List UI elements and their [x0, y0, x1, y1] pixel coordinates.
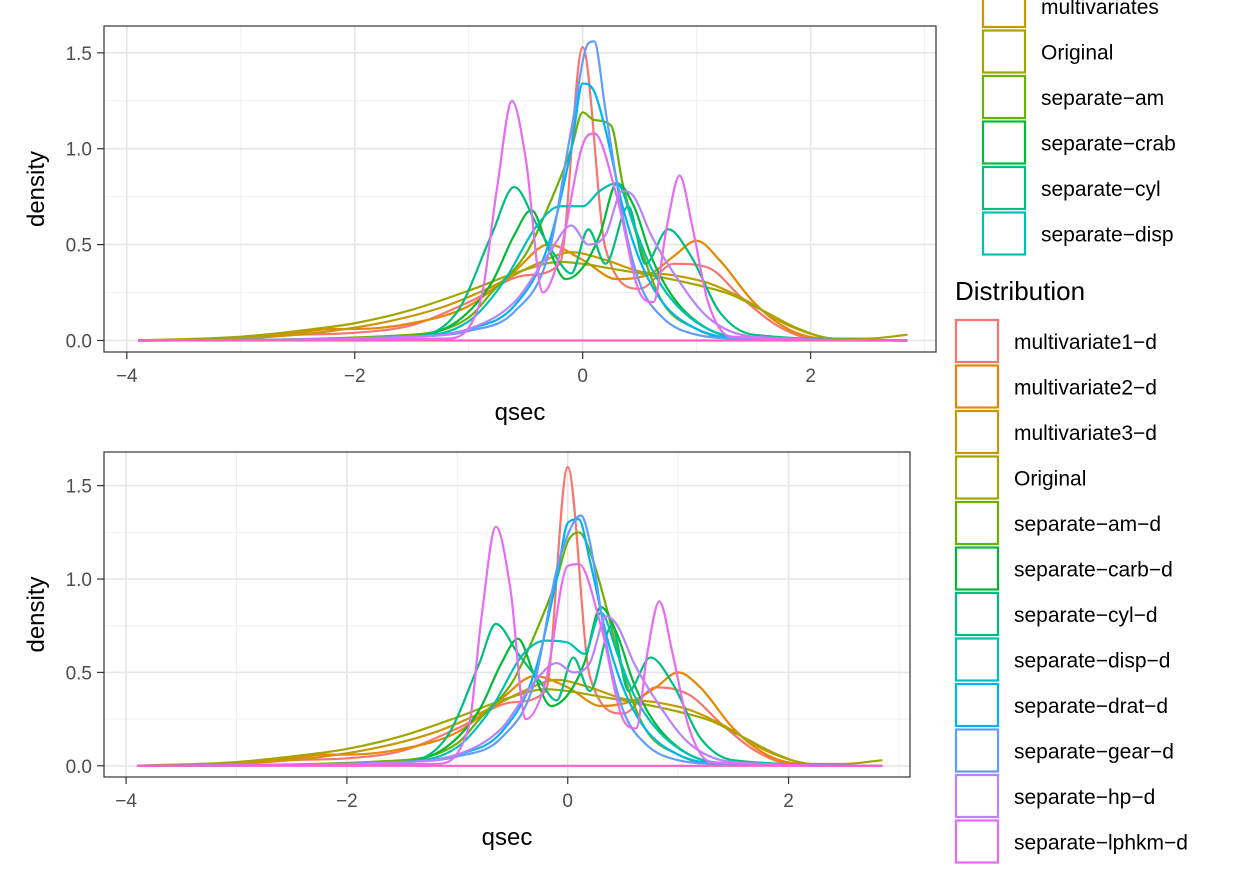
top-legend: multivariates Original separate−am separate… [981, 0, 1176, 256]
density-line-separate-lphkm [138, 99, 908, 342]
legend-label: multivariate2−d [1014, 377, 1157, 400]
legend-key [954, 728, 1000, 773]
density-line-separate−hp−d [137, 615, 883, 767]
legend-label: Original [1014, 468, 1086, 491]
legend-key [981, 165, 1027, 211]
y-tick-label: 0.5 [66, 236, 92, 257]
legend-label: separate−lphkm−d [1014, 832, 1188, 855]
density-line-Original [138, 260, 908, 342]
y-tick-label: 1.5 [66, 44, 92, 65]
legend-key [954, 637, 1000, 682]
x-axis-title: qsec [482, 824, 533, 851]
legend-key [954, 364, 1000, 409]
legend-label: separate−hp−d [1014, 786, 1155, 809]
legend-label: separate−disp−d [1014, 650, 1170, 673]
density-line-multivariate1−d [137, 465, 883, 767]
bottom-legend: Distribution multivariate1−d multivariate2… [954, 276, 1188, 864]
y-tick-label: 0.5 [66, 663, 92, 684]
legend-title: Distribution [955, 276, 1085, 306]
legend-label: separate−gear−d [1014, 741, 1174, 764]
y-tick-label: 1.5 [66, 477, 92, 498]
density-line-Original [137, 688, 883, 767]
density-line-separate−lphkm−d [137, 525, 883, 767]
legend-label: separate−drat−d [1014, 695, 1168, 718]
top-density-panel: −4 −2 0 2 0.0 0.5 1.0 1.5 qsec density [23, 25, 937, 426]
legend-label: separate−am [1041, 87, 1164, 110]
legend-label: separate−cyl [1041, 178, 1161, 201]
x-tick-label: −4 [116, 366, 138, 387]
legend-label: multivariate1−d [1014, 331, 1157, 354]
legend-key [954, 546, 1000, 591]
legend-key [954, 409, 1000, 455]
legend-key [954, 682, 1000, 728]
x-tick-label: 0 [577, 366, 588, 387]
density-line-separate−cyl−d [137, 622, 883, 767]
y-axis-title: density [23, 576, 50, 652]
legend-label: separate−carb−d [1014, 559, 1173, 582]
legend-key [981, 211, 1027, 256]
x-axis-title: qsec [495, 399, 546, 426]
density-line-separate-cyl [138, 185, 908, 342]
x-tick-label: 2 [805, 366, 816, 387]
density-line-separate-hp [138, 189, 908, 342]
legend-label: separate−am−d [1014, 513, 1161, 536]
plot-border [103, 451, 911, 778]
y-axis-title: density [23, 151, 50, 227]
y-tick-label: 1.0 [66, 140, 92, 161]
x-tick-label: −4 [115, 791, 137, 812]
legend-key [954, 773, 1000, 819]
density-line-separate−disp−d [137, 611, 883, 767]
legend-key [954, 591, 1000, 637]
plot-border [103, 25, 937, 353]
x-tick-label: −2 [344, 366, 366, 387]
legend-key [981, 120, 1027, 165]
density-line-multivariate2−d [137, 671, 883, 767]
bottom-density-panel: −4 −2 0 2 0.0 0.5 1.0 1.5 qsec density [23, 451, 911, 851]
legend-key [954, 455, 1000, 500]
legend-label: separate−disp [1041, 224, 1174, 247]
y-tick-label: 1.0 [66, 570, 92, 591]
density-line-multivariate2 [138, 239, 908, 342]
legend-label: multivariate3−d [1014, 422, 1157, 445]
legend-label: multivariates [1041, 0, 1159, 19]
x-tick-label: 2 [783, 791, 794, 812]
x-tick-label: −2 [336, 791, 358, 812]
density-line-separate−gear−d [137, 514, 883, 767]
legend-key [954, 318, 1000, 364]
legend-label: separate−cyl−d [1014, 604, 1158, 627]
legend-label: Original [1041, 42, 1113, 65]
y-tick-label: 0.0 [66, 331, 92, 352]
density-line-multivariate1 [138, 45, 908, 342]
legend-label: separate−crab [1041, 133, 1176, 156]
legend-key [981, 29, 1027, 74]
x-tick-label: 0 [562, 791, 573, 812]
legend-key [954, 819, 1000, 864]
legend-key [954, 500, 1000, 546]
legend-key [981, 74, 1027, 120]
y-tick-label: 0.0 [66, 757, 92, 778]
density-line-separate-disp [138, 182, 908, 342]
legend-key [981, 0, 1027, 29]
